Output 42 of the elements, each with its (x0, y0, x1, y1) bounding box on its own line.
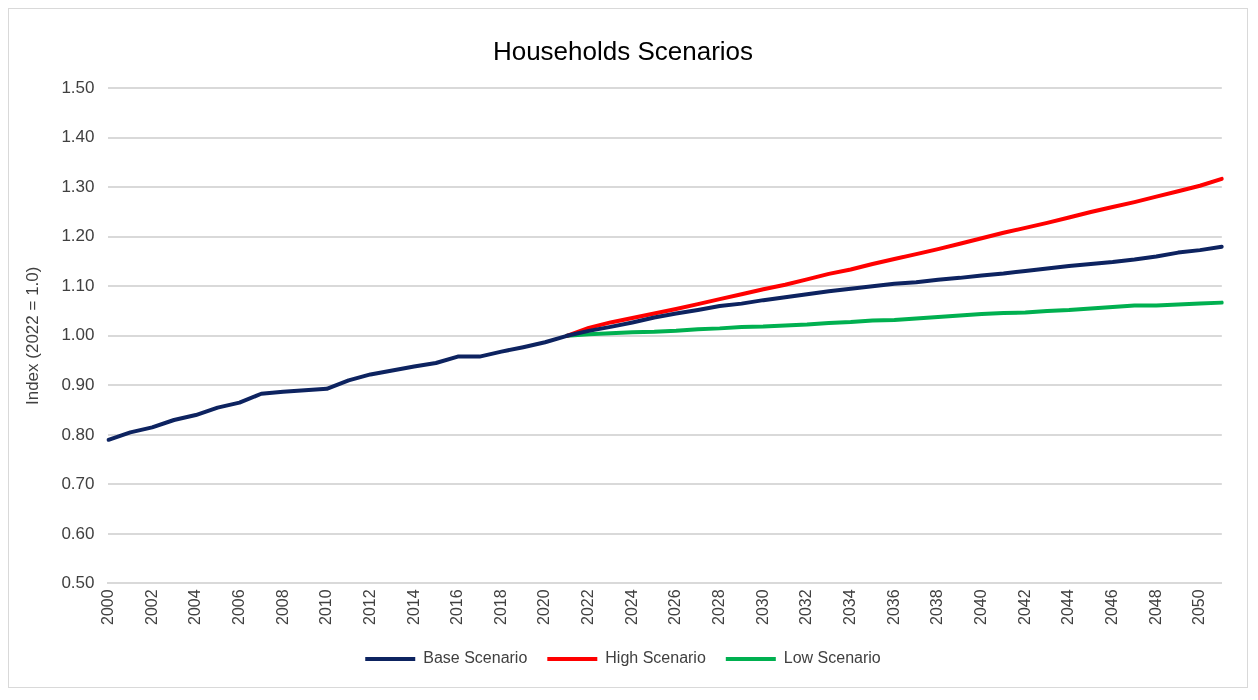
x-tick-label: 2016 (448, 589, 466, 625)
legend-label: High Scenario (605, 649, 706, 667)
y-tick-label: 0.90 (61, 375, 95, 395)
x-tick-label: 2012 (360, 589, 378, 625)
x-tick-label: 2048 (1146, 589, 1164, 625)
x-tick-label: 2038 (928, 589, 946, 625)
x-tick-label: 2044 (1059, 589, 1077, 625)
x-tick-label: 2042 (1015, 589, 1033, 625)
chart-title: Households Scenarios (492, 35, 754, 66)
legend-label: Low Scenario (783, 649, 881, 667)
x-tick-label: 2002 (142, 589, 160, 625)
y-tick-label: 0.60 (61, 523, 95, 543)
y-tick-label: 1.20 (61, 226, 95, 246)
x-tick-label: 2030 (753, 589, 771, 625)
x-tick-label: 2004 (186, 589, 204, 625)
x-tick-label: 2036 (884, 589, 902, 625)
x-tick-label: 2000 (98, 589, 116, 625)
y-tick-label: 1.00 (61, 325, 95, 345)
y-tick-label: 1.50 (61, 77, 95, 97)
x-tick-label: 2034 (841, 589, 859, 625)
y-tick-label: 0.70 (61, 474, 95, 494)
x-tick-label: 2008 (273, 589, 291, 625)
x-tick-label: 2040 (972, 589, 990, 625)
x-tick-label: 2028 (710, 589, 728, 625)
x-tick-label: 2026 (666, 589, 684, 625)
legend-label: Base Scenario (423, 649, 528, 667)
y-tick-label: 0.50 (61, 573, 95, 593)
y-tick-label: 1.10 (61, 275, 95, 295)
x-tick-label: 2006 (229, 589, 247, 625)
x-tick-label: 2020 (535, 589, 553, 625)
x-tick-label: 2050 (1190, 589, 1208, 625)
x-tick-label: 2046 (1103, 589, 1121, 625)
x-tick-label: 2010 (317, 589, 335, 625)
x-tick-label: 2022 (579, 589, 597, 625)
x-tick-label: 2014 (404, 589, 422, 625)
y-tick-label: 1.30 (61, 176, 95, 196)
y-axis-title: Index (2022 = 1.0) (22, 266, 42, 406)
x-tick-label: 2018 (491, 589, 509, 625)
x-tick-label: 2032 (797, 589, 815, 625)
y-tick-label: 1.40 (61, 127, 95, 147)
x-tick-label: 2024 (622, 589, 640, 625)
y-tick-label: 0.80 (61, 424, 95, 444)
